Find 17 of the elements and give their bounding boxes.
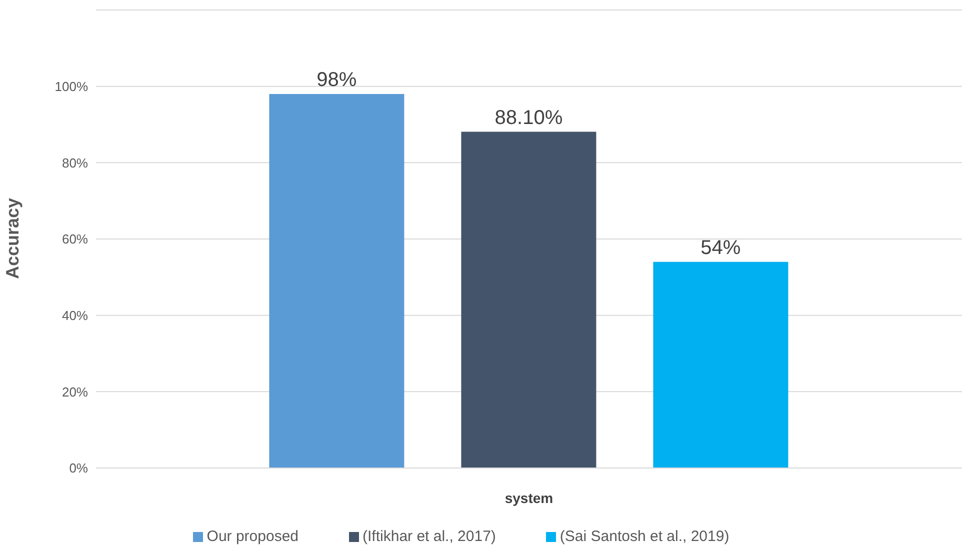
y-tick-label: 0% bbox=[69, 460, 88, 476]
y-tick-label: 40% bbox=[62, 308, 88, 323]
legend-label: (Sai Santosh et al., 2019) bbox=[560, 528, 730, 545]
data-label: 88.10% bbox=[494, 106, 563, 129]
bar bbox=[269, 94, 404, 468]
x-axis-title: system bbox=[504, 490, 554, 506]
y-tick-label: 60% bbox=[62, 232, 88, 247]
y-tick-label: 100% bbox=[54, 78, 88, 94]
legend-label: Our proposed bbox=[206, 528, 299, 545]
data-label: 54% bbox=[700, 236, 741, 259]
bar bbox=[461, 132, 596, 468]
legend-label: (Iftikhar et al., 2017) bbox=[362, 528, 496, 545]
data-label: 98% bbox=[316, 68, 357, 91]
y-tick-label: 80% bbox=[62, 155, 88, 170]
y-axis-title: Accuracy bbox=[2, 198, 22, 279]
bar bbox=[653, 262, 788, 468]
y-tick-label: 20% bbox=[62, 384, 88, 400]
